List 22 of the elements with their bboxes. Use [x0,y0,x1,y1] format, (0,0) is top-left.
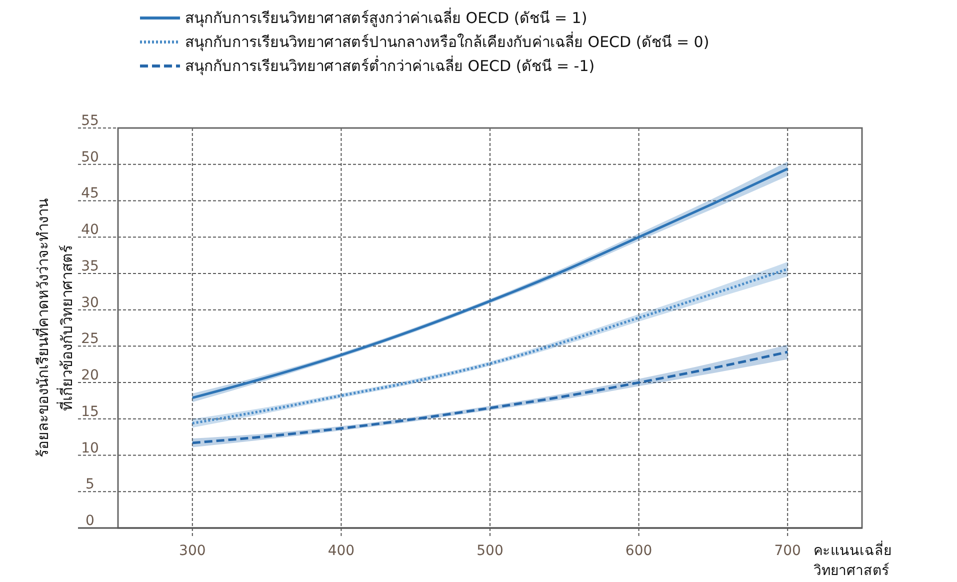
x-tick-label: 300 [179,543,206,559]
y-tick-label: 45 [81,186,99,202]
x-tick-label: 500 [476,543,504,559]
y-tick-label: 20 [81,368,99,384]
x-tick-label: 600 [625,543,652,559]
y-tick-label: 10 [81,440,99,456]
x-tick-label: 400 [328,543,355,559]
y-tick-label: 5 [86,476,94,493]
legend-label: สนุกกับการเรียนวิทยาศาสตร์ปานกลางหรือใกล้เคียงกับค่าเฉลี่ย OECD (ดัชนี = 0) [185,31,710,52]
y-tick-label: 25 [81,331,99,348]
y-axis-title: ร้อยละของนักเรียนที่คาดหวังว่าจะทำงาน ที่เกี่ยวข้องกับวิทยาศาสตร์ [32,198,76,458]
y-tick-label: 40 [81,222,99,238]
x-axis-title: คะแนนเฉลี่ย วิทยาศาสตร์ [814,541,892,579]
y-tick-label: 15 [81,404,99,420]
y-tick-label: 0 [86,513,94,529]
x-tick-label: 700 [774,543,801,559]
y-tick-label: 30 [81,294,99,311]
y-tick-label: 55 [81,113,99,129]
legend-label: สนุกกับการเรียนวิทยาศาสตร์ต่ำกว่าค่าเฉลี่ย OECD (ดัชนี = -1) [185,55,595,76]
legend-label: สนุกกับการเรียนวิทยาศาสตร์สูงกว่าค่าเฉลี่ย OECD (ดัชนี = 1) [185,7,588,28]
y-tick-label: 50 [81,149,99,166]
y-tick-label: 35 [81,258,99,274]
